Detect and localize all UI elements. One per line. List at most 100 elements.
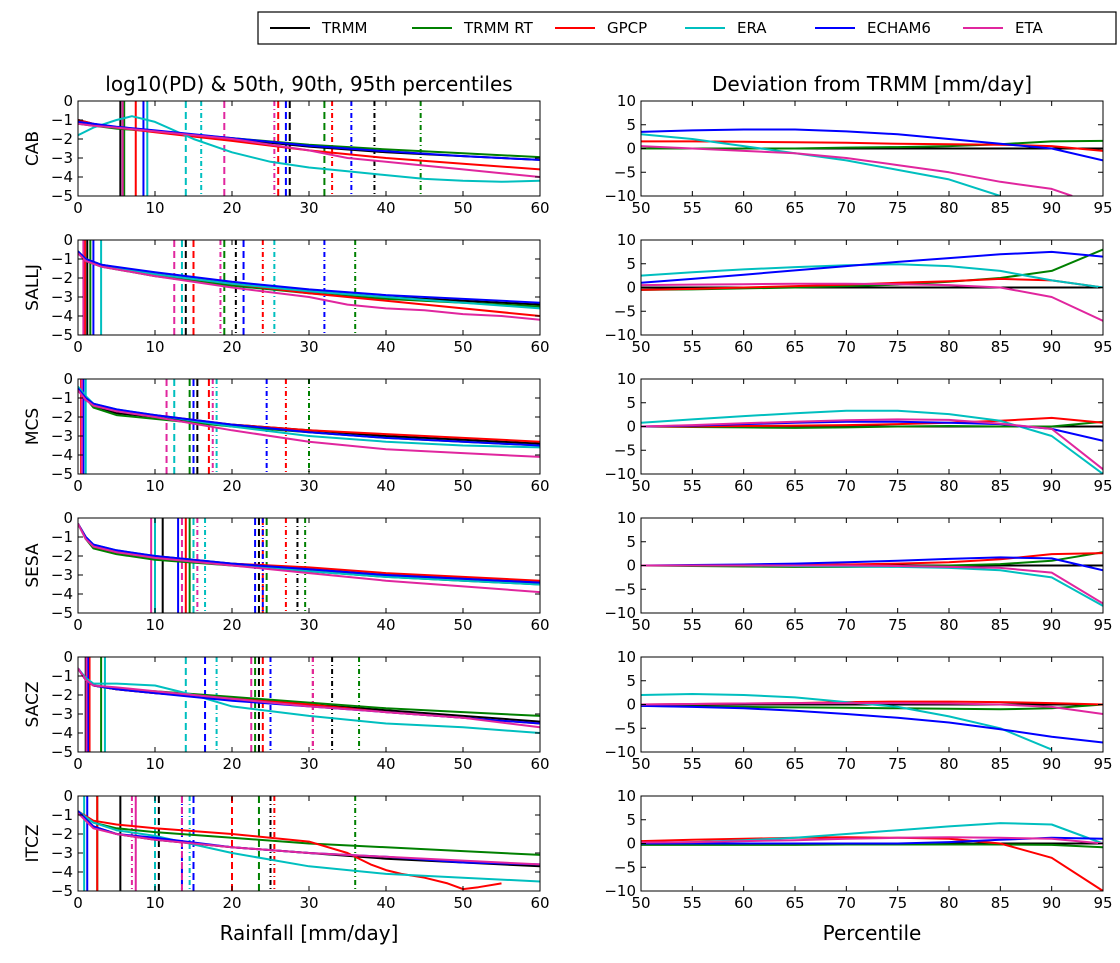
x-tick-label: 90 xyxy=(1042,199,1061,217)
x-tick-label: 30 xyxy=(299,477,318,495)
x-tick-label: 50 xyxy=(453,616,472,634)
x-tick-label: 40 xyxy=(376,894,395,912)
x-tick-label: 60 xyxy=(530,477,549,495)
x-tick-label: 20 xyxy=(222,199,241,217)
row-label-sacz: SACZ xyxy=(23,682,43,728)
y-tick-label: −4 xyxy=(51,446,73,464)
y-tick-label: −10 xyxy=(604,465,636,483)
series-line-eta xyxy=(78,122,540,178)
y-tick-label: 5 xyxy=(626,533,636,551)
y-tick-label: 0 xyxy=(63,231,73,249)
x-tick-label: 60 xyxy=(530,616,549,634)
x-tick-label: 20 xyxy=(222,894,241,912)
x-tick-label: 0 xyxy=(73,199,83,217)
series-line-era xyxy=(641,822,1103,845)
pdf-panel-sallj-frame xyxy=(77,239,541,336)
y-tick-label: −3 xyxy=(51,705,73,723)
row-label-itcz: ITCZ xyxy=(23,825,43,863)
x-tick-label: 50 xyxy=(631,477,650,495)
y-tick-label: −5 xyxy=(51,187,73,205)
x-tick-label: 60 xyxy=(734,894,753,912)
x-tick-label: 85 xyxy=(991,477,1010,495)
y-tick-label: −1 xyxy=(51,528,73,546)
y-tick-label: −2 xyxy=(51,686,73,704)
y-tick-label: −5 xyxy=(614,163,636,181)
series-line-eta xyxy=(641,836,1103,845)
series-line-trmm-rt xyxy=(78,810,540,856)
x-tick-label: 30 xyxy=(299,338,318,356)
y-tick-label: −1 xyxy=(51,111,73,129)
x-tick-label: 90 xyxy=(1042,477,1061,495)
series-line-trmm xyxy=(78,667,540,723)
series-line-gpcp xyxy=(78,250,540,317)
y-tick-label: −4 xyxy=(51,724,73,742)
x-tick-label: 65 xyxy=(785,199,804,217)
x-tick-label: 90 xyxy=(1042,338,1061,356)
series-line-eta xyxy=(78,523,540,594)
x-tick-label: 65 xyxy=(785,477,804,495)
x-tick-label: 50 xyxy=(631,755,650,773)
legend-label-era: ERA xyxy=(737,19,767,37)
deviation-panel-cab-plot-area xyxy=(641,128,1103,196)
x-tick-label: 60 xyxy=(734,199,753,217)
x-tick-label: 60 xyxy=(530,199,549,217)
series-line-trmm-rt xyxy=(78,250,540,308)
x-tick-label: 90 xyxy=(1042,755,1061,773)
x-tick-label: 85 xyxy=(991,755,1010,773)
series-line-eta xyxy=(641,564,1103,605)
y-tick-label: −5 xyxy=(51,326,73,344)
x-tick-label: 0 xyxy=(73,338,83,356)
pdf-panel-cab-plot-area xyxy=(78,101,540,196)
x-tick-label: 10 xyxy=(145,755,164,773)
legend-label-gpcp: GPCP xyxy=(607,19,647,37)
y-tick-label: −2 xyxy=(51,269,73,287)
x-tick-label: 50 xyxy=(631,199,650,217)
series-line-eta xyxy=(78,389,540,458)
y-tick-label: 10 xyxy=(617,92,636,110)
x-tick-label: 65 xyxy=(785,338,804,356)
x-tick-label: 75 xyxy=(888,755,907,773)
y-tick-label: 5 xyxy=(626,116,636,134)
x-tick-label: 55 xyxy=(683,338,702,356)
x-tick-label: 85 xyxy=(991,616,1010,634)
series-line-echam6 xyxy=(78,523,540,584)
x-tick-label: 0 xyxy=(73,616,83,634)
y-tick-label: −10 xyxy=(604,604,636,622)
x-tick-label: 40 xyxy=(376,755,395,773)
x-tick-label: 55 xyxy=(683,755,702,773)
deviation-panel-sesa-plot-area xyxy=(641,551,1103,607)
y-tick-label: −5 xyxy=(51,465,73,483)
x-tick-label: 55 xyxy=(683,894,702,912)
x-tick-label: 60 xyxy=(530,755,549,773)
x-tick-label: 10 xyxy=(145,199,164,217)
x-tick-label: 80 xyxy=(939,477,958,495)
x-tick-label: 30 xyxy=(299,755,318,773)
x-tick-label: 80 xyxy=(939,199,958,217)
y-tick-label: 0 xyxy=(63,370,73,388)
y-tick-label: −5 xyxy=(51,882,73,900)
x-tick-label: 95 xyxy=(1093,199,1112,217)
y-tick-label: −1 xyxy=(51,389,73,407)
x-tick-label: 75 xyxy=(888,338,907,356)
x-tick-label: 50 xyxy=(631,894,650,912)
series-line-eta xyxy=(78,252,540,321)
x-tick-label: 60 xyxy=(734,477,753,495)
y-tick-label: −10 xyxy=(604,187,636,205)
y-tick-label: −5 xyxy=(51,743,73,761)
x-tick-label: 70 xyxy=(837,199,856,217)
series-line-echam6 xyxy=(641,704,1103,744)
y-tick-label: −1 xyxy=(51,806,73,824)
right-column-title: Deviation from TRMM [mm/day] xyxy=(712,72,1032,96)
x-tick-label: 70 xyxy=(837,755,856,773)
y-tick-label: −3 xyxy=(51,844,73,862)
row-label-sallj: SALLJ xyxy=(23,264,43,311)
x-tick-label: 85 xyxy=(991,894,1010,912)
y-tick-label: −10 xyxy=(604,743,636,761)
y-tick-label: 0 xyxy=(626,418,636,436)
x-tick-label: 80 xyxy=(939,894,958,912)
x-tick-label: 30 xyxy=(299,199,318,217)
